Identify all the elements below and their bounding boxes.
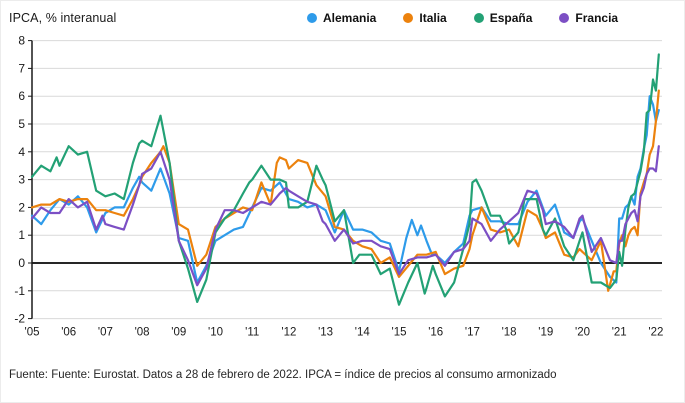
legend-label: Francia: [575, 11, 619, 25]
x-tick-label: '22: [648, 327, 663, 339]
legend-dot-icon: [559, 13, 570, 23]
y-tick-label: 7: [18, 61, 25, 75]
x-tick-label: '12: [281, 327, 296, 339]
y-tick-label: -2: [14, 312, 25, 326]
x-tick-label: '13: [318, 327, 333, 339]
y-tick-label: 3: [18, 173, 25, 187]
legend-item-alemania: Alemania: [307, 11, 376, 25]
x-tick-label: '05: [25, 327, 40, 339]
legend-dot-icon: [307, 13, 317, 23]
x-tick-label: '09: [171, 327, 186, 339]
x-tick-label: '17: [465, 327, 480, 339]
x-tick-label: '20: [575, 327, 590, 339]
legend-item-francia: Francia: [559, 11, 618, 25]
x-tick-label: '19: [538, 327, 553, 339]
y-tick-label: 4: [18, 145, 25, 159]
line-chart: 8 7 6 5 4 3 2 1 0 -1 -2'05 '06 '07 '08 '09 '10 '11 '12 '13…: [14, 34, 663, 339]
y-tick-label: 5: [18, 117, 25, 131]
chart-title: IPCA, % interanual: [9, 11, 117, 25]
x-tick-label: '21: [612, 327, 627, 339]
x-tick-label: '10: [208, 327, 223, 339]
x-tick-label: '06: [61, 327, 76, 339]
x-tick-label: '07: [98, 327, 113, 339]
x-tick-label: '15: [392, 327, 407, 339]
legend-label: España: [489, 11, 533, 25]
series-line-italia: [30, 89, 660, 292]
x-tick-label: '16: [428, 327, 443, 339]
series-line-francia: [30, 145, 660, 287]
y-tick-label: 6: [18, 89, 25, 103]
series-line-alemania: [30, 95, 660, 284]
y-tick-label: 8: [18, 34, 25, 48]
x-tick-label: '14: [355, 327, 371, 339]
x-tick-label: '11: [245, 327, 259, 339]
y-tick-label: 0: [18, 256, 25, 270]
x-tick-label: '08: [135, 327, 150, 339]
series-line-espana: [30, 53, 660, 306]
legend-label: Alemania: [323, 11, 377, 25]
legend-label: Italia: [419, 11, 447, 25]
legend: Alemania Italia España Francia: [307, 11, 618, 25]
legend-dot-icon: [473, 13, 484, 23]
y-tick-label: 2: [18, 200, 25, 214]
y-tick-label: 1: [18, 228, 25, 242]
source-note: Fuente: Fuente: Eurostat. Datos a 28 de …: [9, 369, 557, 381]
legend-item-italia: Italia: [403, 11, 447, 25]
legend-dot-icon: [403, 13, 414, 23]
y-tick-label: -1: [14, 284, 25, 298]
legend-item-espana: España: [473, 11, 533, 25]
x-tick-label: '18: [502, 327, 517, 339]
